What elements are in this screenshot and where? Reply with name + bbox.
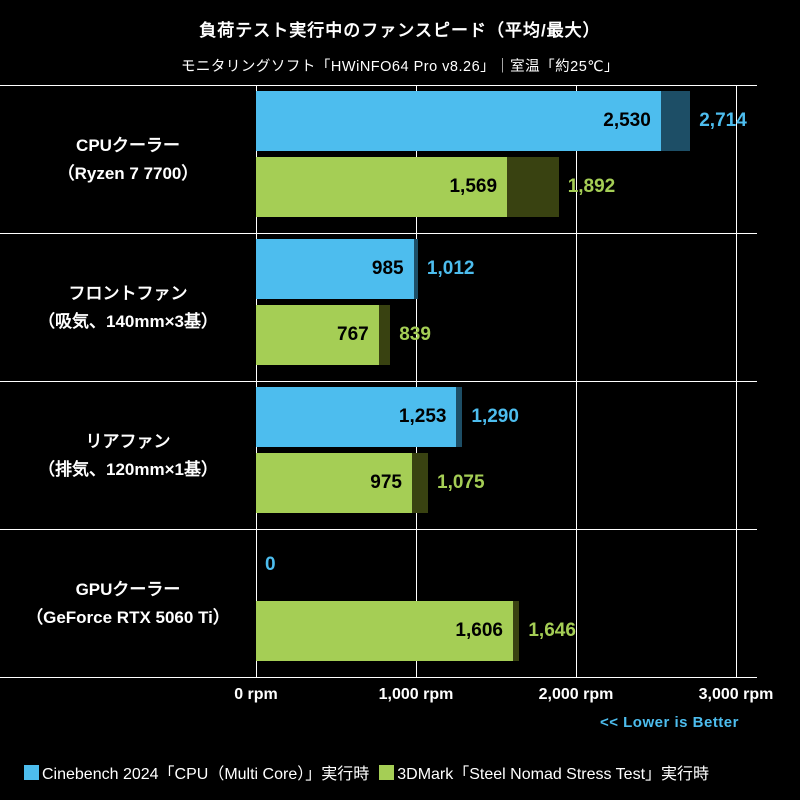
bar-max-segment <box>412 453 428 513</box>
category-label-line: フロントファン <box>68 284 188 304</box>
bar-max-segment <box>413 239 418 299</box>
bar-stress: 1,569 1,892 <box>256 157 757 217</box>
chart-rows: CPUクーラー （Ryzen 7 7700） 2,530 2,714 1,569 1,89… <box>0 85 757 678</box>
bar-area: 0 1,606 1,646 <box>256 530 757 677</box>
bar-stress: 975 1,075 <box>256 453 757 513</box>
chart-title: 負荷テスト実行中のファンスピード（平均/最大） <box>199 21 601 40</box>
chart-subtitle: モニタリングソフト「HWiNFO64 Pro v8.26」｜室温「約25℃」 <box>180 59 620 75</box>
max-value-label: 0 <box>265 554 276 575</box>
average-value-label: 1,569 <box>449 176 498 197</box>
x-axis-tick-label: 1,000 rpm <box>378 686 454 703</box>
bar-max-segment <box>512 601 520 661</box>
legend-label-cinebench: Cinebench 2024「CPU（Multi Core）」実行時 <box>42 766 370 783</box>
max-value-label: 1,012 <box>426 258 475 279</box>
category-label-line: （Ryzen 7 7700） <box>57 163 199 183</box>
bar-average-segment: 985 <box>256 239 414 299</box>
chart-group-row: GPUクーラー （GeForce RTX 5060 Ti） 0 1,606 1,646 <box>0 529 757 677</box>
bar-area: 1,253 1,290 975 1,075 <box>256 382 757 529</box>
bar-max-segment <box>456 387 463 447</box>
bar-chart: CPUクーラー （Ryzen 7 7700） 2,530 2,714 1,569 1,89… <box>0 85 757 678</box>
bar-area: 2,530 2,714 1,569 1,892 <box>256 86 757 233</box>
category-label-line: CPUクーラー <box>76 136 180 156</box>
average-value-label: 1,253 <box>398 406 447 427</box>
legend-item-stress: 3DMark「Steel Nomad Stress Test」実行時 <box>379 760 709 784</box>
bar-cinebench: 0 <box>256 535 757 595</box>
average-value-label: 2,530 <box>603 110 651 131</box>
max-value-label: 1,892 <box>567 176 616 197</box>
x-axis-tick-label: 0 rpm <box>234 686 278 703</box>
category-label-line: リアファン <box>85 432 171 452</box>
max-value-label: 2,714 <box>699 110 747 131</box>
bar-cinebench: 2,530 2,714 <box>256 91 757 151</box>
bar-max-segment <box>507 157 559 217</box>
category-label-line: GPUクーラー <box>75 580 181 600</box>
bar-average-segment: 767 <box>256 305 379 365</box>
bar-average-segment: 1,253 <box>256 387 457 447</box>
bar-average-segment: 975 <box>256 453 412 513</box>
legend-item-cinebench: Cinebench 2024「CPU（Multi Core）」実行時 <box>24 760 369 784</box>
max-value-label: 1,646 <box>528 620 576 641</box>
bar-average-segment: 2,530 <box>256 91 661 151</box>
category-label: CPUクーラー （Ryzen 7 7700） <box>0 86 256 233</box>
chart-group-row: CPUクーラー （Ryzen 7 7700） 2,530 2,714 1,569 1,89… <box>0 85 757 233</box>
bar-area: 985 1,012 767 839 <box>256 234 757 381</box>
category-label-line: （吸気、140mm×3基） <box>38 311 218 331</box>
category-label: GPUクーラー （GeForce RTX 5060 Ti） <box>0 530 256 677</box>
category-label-line: （GeForce RTX 5060 Ti） <box>26 607 230 627</box>
bar-stress: 1,606 1,646 <box>256 601 757 661</box>
category-label: リアファン （排気、120mm×1基） <box>0 382 256 529</box>
max-value-label: 839 <box>399 324 431 345</box>
max-value-label: 1,075 <box>437 472 485 493</box>
average-value-label: 975 <box>370 472 402 493</box>
max-value-label: 1,290 <box>471 406 519 427</box>
average-value-label: 985 <box>371 258 404 279</box>
bar-average-segment: 1,606 <box>256 601 513 661</box>
category-label: フロントファン （吸気、140mm×3基） <box>0 234 256 381</box>
legend-swatch-stress-icon <box>379 764 395 780</box>
chart-header: 負荷テスト実行中のファンスピード（平均/最大） モニタリングソフト「HWiNFO… <box>0 0 800 85</box>
bar-max-segment <box>378 305 391 365</box>
category-label-line: （排気、120mm×1基） <box>38 459 218 479</box>
bar-cinebench: 985 1,012 <box>256 239 757 299</box>
legend: Cinebench 2024「CPU（Multi Core）」実行時 3DMar… <box>24 760 709 784</box>
average-value-label: 767 <box>337 324 369 345</box>
legend-swatch-cinebench-icon <box>24 764 39 780</box>
bar-max-segment <box>660 91 691 151</box>
chart-group-row: フロントファン （吸気、140mm×3基） 985 1,012 767 839 <box>0 233 757 381</box>
x-axis-tick-label: 2,000 rpm <box>538 686 614 703</box>
x-axis-tick-label: 3,000 rpm <box>698 686 774 703</box>
chart-group-row: リアファン （排気、120mm×1基） 1,253 1,290 975 1,075 <box>0 381 757 529</box>
average-value-label: 1,606 <box>455 620 503 641</box>
legend-label-stress: 3DMark「Steel Nomad Stress Test」実行時 <box>397 766 710 783</box>
note-row: << Lower is Better <box>0 714 757 732</box>
x-axis: 0 rpm 1,000 rpm 2,000 rpm 3,000 rpm <box>0 678 800 710</box>
bar-cinebench: 1,253 1,290 <box>256 387 757 447</box>
bar-stress: 767 839 <box>256 305 757 365</box>
lower-is-better-note: << Lower is Better <box>599 714 739 731</box>
bar-average-segment: 1,569 <box>256 157 508 217</box>
